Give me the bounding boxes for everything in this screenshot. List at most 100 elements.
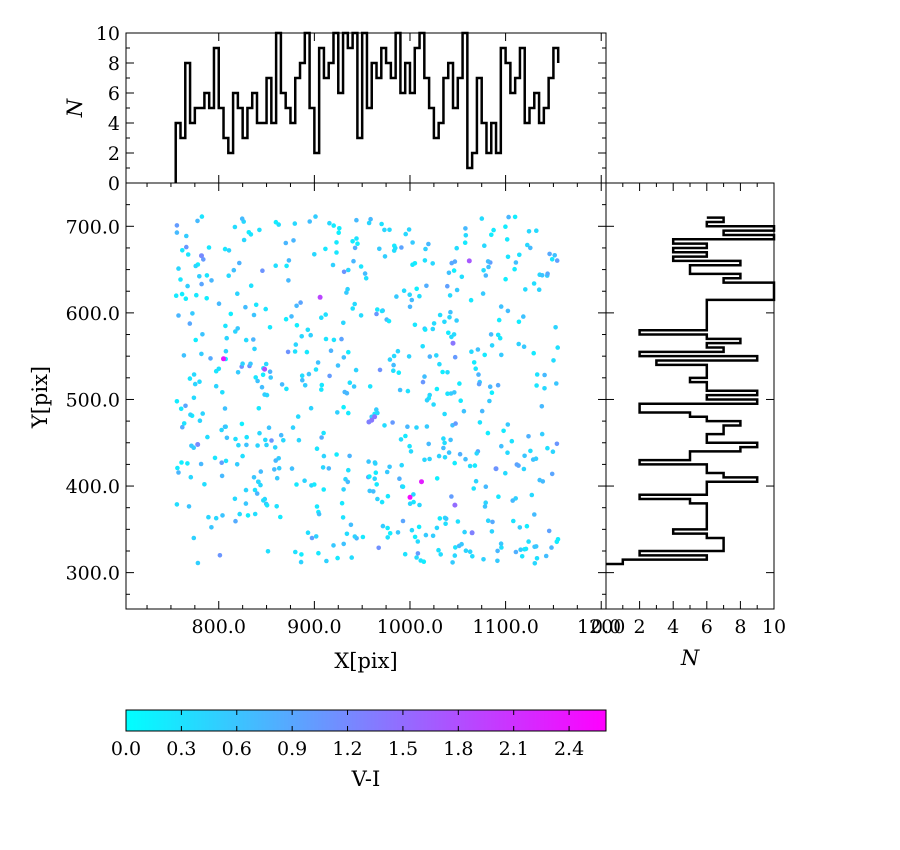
scatter-point — [228, 311, 234, 317]
scatter-point — [526, 434, 531, 439]
scatter-point — [482, 243, 487, 248]
scatter-point — [503, 470, 508, 476]
scatter-point — [534, 228, 539, 233]
scatter-point — [320, 465, 326, 470]
scatter-point — [451, 332, 457, 337]
scatter-point — [284, 386, 289, 392]
scatter-point — [226, 248, 232, 253]
scatter-point — [191, 535, 197, 541]
scatter-point — [269, 438, 274, 443]
scatter-point — [348, 522, 354, 528]
scatter-point — [223, 458, 229, 464]
scatter-point — [294, 303, 299, 309]
scatter-point — [476, 372, 481, 377]
scatter-point — [506, 214, 511, 220]
scatter-point — [445, 391, 450, 397]
scatter-point — [505, 254, 511, 260]
scatter-point — [489, 529, 495, 534]
scatter-point — [396, 370, 402, 376]
scatter-point — [235, 370, 241, 375]
scatter-point — [496, 317, 502, 323]
scatter-point — [549, 257, 555, 262]
scatter-point-highlight — [493, 466, 499, 472]
scatter-point — [341, 269, 347, 275]
scatter-panel: 800.0 900.0 1000.0 1100.0 1200 300.0 400.0 500.… — [28, 182, 625, 673]
scatter-point — [408, 449, 414, 454]
scatter-point — [430, 533, 436, 539]
scatter-point — [523, 287, 528, 292]
scatter-point — [495, 382, 501, 388]
scatter-point — [232, 496, 238, 502]
scatter-ytick-label: 600.0 — [66, 303, 120, 325]
scatter-ytick-label: 400.0 — [66, 476, 120, 498]
scatter-point — [380, 523, 386, 529]
scatter-point — [463, 226, 468, 231]
scatter-point — [375, 496, 380, 502]
scatter-point — [471, 360, 477, 365]
top-hist-ytick-label: 6 — [108, 83, 120, 105]
scatter-point — [447, 293, 453, 298]
scatter-point — [355, 241, 360, 246]
right-histogram-ticks: 0.0 2 4 6 8 10 — [591, 183, 786, 638]
scatter-point — [198, 461, 204, 467]
scatter-point — [255, 443, 260, 448]
scatter-point-highlight — [221, 356, 226, 362]
scatter-point — [438, 552, 444, 557]
scatter-point — [454, 287, 460, 293]
scatter-point — [237, 260, 242, 266]
scatter-point — [453, 545, 458, 550]
scatter-point — [263, 437, 268, 443]
scatter-point — [532, 544, 537, 550]
scatter-point — [273, 219, 279, 225]
scatter-point — [272, 467, 277, 472]
scatter-point — [397, 476, 402, 482]
scatter-point — [472, 463, 478, 468]
scatter-point — [352, 245, 358, 251]
scatter-point — [387, 227, 392, 233]
scatter-point — [409, 527, 415, 533]
scatter-point — [537, 477, 542, 483]
scatter-point — [463, 233, 469, 238]
scatter-point — [387, 531, 393, 536]
scatter-point — [368, 216, 373, 222]
scatter-point — [526, 229, 532, 234]
top-hist-ytick-label: 4 — [108, 113, 120, 135]
scatter-point-highlight — [366, 419, 372, 425]
scatter-point — [521, 314, 526, 319]
scatter-point — [290, 425, 296, 430]
scatter-point — [415, 539, 421, 544]
scatter-point — [213, 383, 219, 389]
scatter-point — [463, 548, 469, 553]
scatter-point — [434, 386, 440, 392]
scatter-point — [358, 313, 364, 318]
scatter-point — [427, 354, 433, 359]
scatter-point — [307, 219, 313, 224]
scatter-point — [467, 463, 473, 469]
scatter-point-highlight — [317, 294, 323, 300]
scatter-point — [283, 240, 289, 246]
scatter-point — [201, 257, 206, 262]
scatter-point — [410, 240, 415, 245]
scatter-point — [179, 291, 185, 297]
scatter-point — [551, 358, 556, 363]
scatter-point — [239, 216, 245, 221]
scatter-point — [427, 456, 432, 462]
scatter-point — [491, 227, 496, 233]
scatter-point — [199, 281, 204, 287]
scatter-point — [313, 367, 319, 372]
scatter-point — [188, 474, 194, 480]
scatter-point — [256, 406, 262, 411]
scatter-point — [213, 515, 219, 521]
scatter-point — [350, 306, 356, 311]
scatter-point — [373, 470, 379, 476]
scatter-point — [326, 466, 332, 471]
colorbar-tick-label: 0.3 — [166, 738, 196, 760]
scatter-point — [363, 276, 369, 281]
scatter-point — [274, 504, 280, 509]
scatter-point — [319, 387, 324, 392]
scatter-point — [479, 408, 485, 414]
scatter-point — [519, 554, 525, 559]
scatter-point — [387, 464, 392, 470]
right-hist-xtick-label: 8 — [734, 616, 746, 638]
scatter-point — [437, 516, 443, 521]
